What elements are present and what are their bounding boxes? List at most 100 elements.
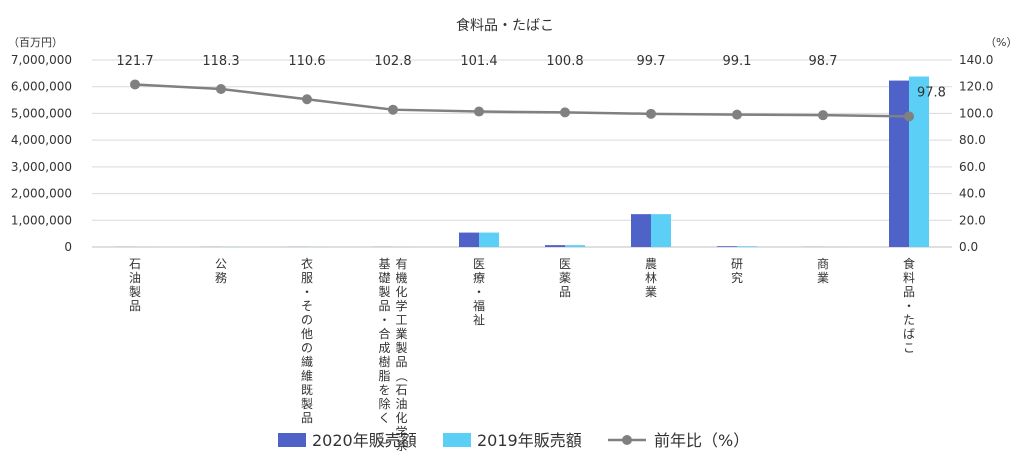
left-axis: 01,000,0002,000,0003,000,0004,000,0005,0… — [11, 53, 72, 254]
left-tick-label: 3,000,000 — [11, 160, 72, 174]
category-char: 療 — [473, 271, 485, 285]
category-char: そ — [301, 299, 313, 313]
category-char: 化 — [395, 285, 407, 299]
category-char: 繊 — [301, 355, 313, 369]
data-label: 101.4 — [460, 54, 497, 69]
line-marker — [646, 109, 656, 119]
line-marker — [904, 111, 914, 121]
category-char: く — [378, 411, 390, 425]
category-char: 除 — [378, 396, 390, 411]
category-label: 農林業 — [645, 257, 657, 299]
category-char: 基 — [378, 257, 390, 271]
line-marker — [216, 84, 226, 94]
category-char: 衣 — [301, 256, 313, 271]
right-tick-label: 0.0 — [959, 240, 978, 254]
category-char: 脂 — [378, 368, 390, 383]
bar — [651, 214, 671, 247]
bar — [909, 77, 929, 247]
category-char: 化 — [395, 411, 407, 425]
chart-title: 食料品・たばこ — [456, 17, 554, 34]
category-labels: 石油製品公務衣服・その他の繊維既製品有機化学工業製品（石油化学系基礎製品・合成樹… — [129, 256, 915, 453]
bar — [565, 245, 585, 247]
category-char: 石 — [129, 257, 141, 271]
line-marker — [560, 107, 570, 117]
category-char: ・ — [903, 299, 915, 313]
right-tick-label: 120.0 — [959, 80, 993, 94]
category-char: 料 — [903, 271, 915, 285]
category-label: 研究 — [731, 257, 743, 285]
bar — [479, 233, 499, 247]
data-label: 99.7 — [637, 54, 666, 69]
category-char: 機 — [395, 270, 407, 285]
legend-swatch — [443, 433, 471, 447]
line-marker — [302, 94, 312, 104]
line-marker — [388, 105, 398, 115]
category-char: 林 — [645, 271, 657, 285]
legend-label: 2020年販売額 — [312, 431, 417, 450]
category-label: 公務 — [215, 257, 227, 285]
left-tick-label: 2,000,000 — [11, 187, 72, 201]
category-char: 維 — [301, 369, 313, 383]
category-char: 服 — [301, 271, 313, 285]
right-axis-unit: （%） — [985, 36, 1017, 49]
category-char: ・ — [378, 313, 390, 327]
category-char: 農 — [645, 257, 657, 271]
category-char: 礎 — [378, 271, 390, 285]
bar-series — [115, 77, 929, 247]
data-label: 102.8 — [374, 54, 411, 69]
category-char: 合 — [378, 326, 390, 341]
category-char: ・ — [473, 285, 485, 299]
category-char: 究 — [731, 270, 743, 285]
line-marker — [732, 110, 742, 120]
category-char: た — [903, 313, 915, 327]
category-char: 業 — [645, 285, 657, 299]
left-tick-label: 1,000,000 — [11, 213, 72, 227]
category-char: ば — [903, 327, 915, 341]
left-axis-unit: （百万円） — [8, 36, 63, 49]
left-tick-label: 4,000,000 — [11, 133, 72, 147]
category-char: 業 — [817, 271, 829, 285]
category-char: 医 — [473, 257, 485, 271]
category-char: 公 — [215, 257, 227, 271]
category-char: 品 — [395, 355, 407, 369]
category-char: 祉 — [473, 313, 485, 327]
category-label: 食料品・たばこ — [903, 256, 915, 355]
category-char: 既 — [301, 383, 313, 397]
data-label: 98.7 — [809, 54, 838, 69]
right-tick-label: 140.0 — [959, 53, 993, 67]
category-label: 商業 — [817, 256, 829, 285]
legend-label: 2019年販売額 — [477, 431, 582, 450]
bar — [459, 233, 479, 247]
bar — [631, 214, 651, 247]
data-label: 118.3 — [202, 54, 239, 69]
category-char: 製 — [378, 285, 390, 299]
line-marker — [818, 110, 828, 120]
right-tick-label: 20.0 — [959, 213, 986, 227]
category-char: 品 — [378, 299, 390, 313]
category-char: 品 — [129, 299, 141, 313]
data-label: 100.8 — [546, 54, 583, 69]
category-char: 製 — [301, 397, 313, 411]
category-char: 薬 — [559, 271, 571, 285]
right-tick-label: 60.0 — [959, 160, 986, 174]
category-char: 樹 — [378, 355, 390, 369]
category-char: 成 — [378, 341, 390, 355]
category-char: 油 — [395, 397, 407, 411]
category-char: を — [378, 383, 390, 397]
category-char: 有 — [395, 257, 407, 271]
category-char: 工 — [395, 313, 407, 327]
category-char: 学 — [395, 298, 407, 313]
data-label: 110.6 — [288, 54, 325, 69]
category-char: 業 — [395, 327, 407, 341]
category-char: 製 — [395, 341, 407, 355]
bar — [717, 246, 737, 247]
category-char: 商 — [817, 256, 829, 271]
right-tick-label: 80.0 — [959, 133, 986, 147]
